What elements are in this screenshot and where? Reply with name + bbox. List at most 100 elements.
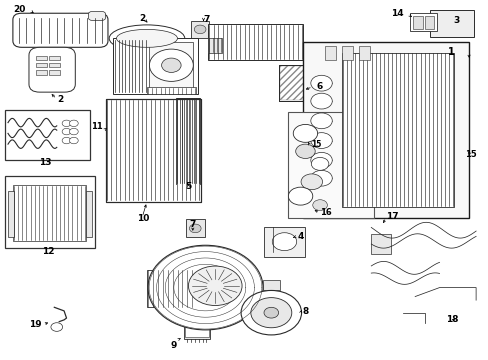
Bar (4, 176, 95, 248)
Text: 14: 14 (390, 9, 403, 18)
Circle shape (148, 245, 263, 330)
Bar (370, 234, 390, 253)
Bar (429, 10, 473, 37)
Bar (147, 270, 193, 307)
Text: 4: 4 (297, 232, 303, 241)
Circle shape (310, 170, 331, 186)
Circle shape (194, 25, 205, 34)
Circle shape (312, 200, 327, 211)
Circle shape (149, 49, 193, 81)
Circle shape (293, 125, 317, 142)
Circle shape (310, 93, 331, 109)
Circle shape (264, 307, 278, 318)
Bar (288, 112, 373, 218)
Text: 17: 17 (385, 212, 398, 221)
Bar (183, 315, 210, 338)
Text: 11: 11 (91, 122, 103, 131)
Bar (207, 24, 303, 60)
Bar (86, 191, 92, 237)
Text: 20: 20 (13, 5, 25, 14)
Bar (49, 63, 60, 67)
FancyBboxPatch shape (88, 12, 105, 21)
Bar (113, 39, 198, 94)
Circle shape (189, 224, 201, 233)
Circle shape (250, 298, 291, 328)
Text: 16: 16 (320, 208, 331, 217)
Text: 15: 15 (310, 140, 321, 149)
Bar (279, 66, 352, 100)
Bar (36, 70, 46, 75)
Bar (424, 16, 433, 30)
Circle shape (310, 152, 331, 168)
Bar (13, 185, 86, 241)
Circle shape (301, 174, 322, 190)
Bar (176, 98, 199, 184)
Bar (149, 42, 193, 89)
Bar (341, 46, 352, 60)
Text: 13: 13 (39, 158, 52, 167)
Circle shape (62, 129, 71, 135)
Text: 2: 2 (57, 95, 63, 104)
Bar (185, 220, 204, 237)
Circle shape (311, 157, 328, 170)
Circle shape (69, 120, 78, 127)
Bar (190, 21, 209, 39)
Circle shape (188, 266, 242, 306)
Text: 5: 5 (185, 181, 191, 190)
Text: 6: 6 (316, 82, 322, 91)
Circle shape (241, 291, 301, 335)
Circle shape (295, 144, 315, 158)
Bar (147, 87, 195, 94)
Bar (358, 46, 369, 60)
Ellipse shape (116, 30, 177, 47)
Text: 1: 1 (447, 46, 454, 57)
Circle shape (62, 137, 71, 144)
Bar (184, 323, 208, 337)
Text: 8: 8 (302, 307, 307, 316)
Bar (105, 99, 200, 202)
Text: 10: 10 (137, 214, 149, 223)
Circle shape (69, 137, 78, 144)
Bar (36, 63, 46, 67)
FancyBboxPatch shape (29, 47, 75, 92)
Ellipse shape (109, 25, 184, 52)
Circle shape (69, 129, 78, 135)
Text: 9: 9 (170, 341, 177, 350)
Circle shape (310, 133, 331, 148)
FancyBboxPatch shape (13, 13, 108, 47)
Bar (263, 280, 279, 291)
Bar (341, 53, 453, 207)
Text: 7: 7 (203, 15, 209, 24)
Circle shape (310, 113, 331, 129)
Circle shape (161, 58, 181, 72)
Circle shape (288, 187, 312, 205)
Bar (49, 70, 60, 75)
Bar (105, 99, 200, 202)
Text: 15: 15 (465, 150, 476, 159)
Circle shape (310, 75, 331, 91)
Text: 3: 3 (452, 16, 459, 25)
Bar (8, 191, 14, 237)
Text: 18: 18 (446, 315, 458, 324)
Bar (412, 16, 423, 30)
Circle shape (51, 323, 62, 331)
Bar (409, 13, 436, 31)
Bar (325, 46, 335, 60)
Text: 19: 19 (29, 320, 42, 329)
Bar (278, 65, 353, 101)
Bar (278, 65, 353, 101)
Text: 7: 7 (189, 220, 196, 229)
Bar (303, 42, 468, 218)
Bar (36, 56, 46, 60)
Bar (207, 38, 221, 53)
Text: 2: 2 (140, 14, 145, 23)
Bar (4, 110, 90, 160)
Bar (49, 56, 60, 60)
Circle shape (272, 233, 296, 251)
Circle shape (62, 120, 71, 127)
Text: 12: 12 (42, 247, 55, 256)
Bar (264, 226, 305, 257)
Bar (105, 116, 119, 131)
Bar (113, 117, 118, 130)
Bar (107, 117, 112, 130)
